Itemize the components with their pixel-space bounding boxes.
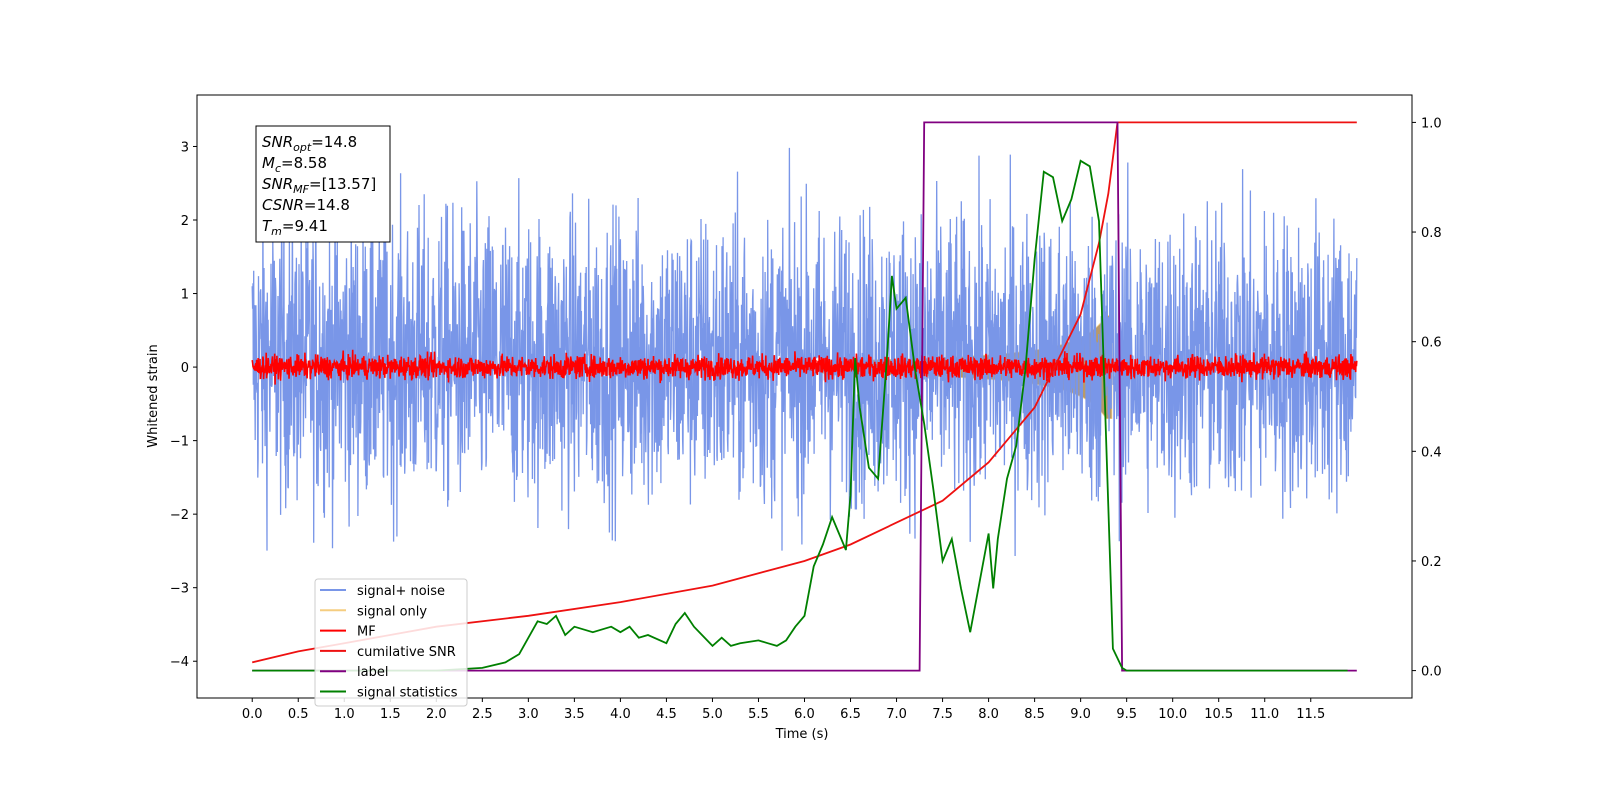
x-tick-label: 7.5 [932,707,953,722]
legend: signal+ noise signal only MF cumilative SNR… [314,578,468,707]
x-tick-label: 4.0 [610,707,631,722]
y-tick-label: −4 [170,655,189,670]
x-tick-label: 2.5 [472,707,493,722]
x-tick-label: 7.0 [886,707,907,722]
y-tick-label: 0 [181,361,189,376]
x-tick-label: 11.5 [1296,707,1325,722]
y2-tick-label: 0.0 [1421,665,1442,680]
x-tick-label: 9.5 [1116,707,1137,722]
y-axis-left: 3 2 1 0 −1 −2 −3 −4 [170,140,197,670]
y2-tick-label: 0.6 [1421,336,1442,351]
annotation-line: Mc=8.58 [262,154,327,175]
series-mf [251,349,1358,385]
legend-label: signal statistics [357,686,458,701]
x-tick-label: 6.5 [840,707,861,722]
annotation-line: SNRopt=14.8 [262,133,357,154]
legend-frame [314,578,468,707]
annotation-box: SNRopt=14.8Mc=8.58SNRMF=[13.57]CSNR=14.8… [255,125,391,243]
annotation-line: CSNR=14.8 [262,196,350,214]
x-tick-label: 3.5 [564,707,585,722]
series-signal-noise [251,147,1358,557]
y-tick-label: −2 [170,508,189,523]
x-tick-label: 8.0 [978,707,999,722]
y-tick-label: −3 [170,582,189,597]
y-axis-right: 1.0 0.8 0.6 0.4 0.2 0.0 [1412,116,1442,680]
y2-tick-label: 1.0 [1421,116,1442,131]
legend-label: MF [357,625,376,640]
x-tick-label: 0.5 [288,707,309,722]
legend-label: label [357,665,388,680]
legend-label: signal only [357,604,427,619]
x-tick-label: 3.0 [518,707,539,722]
x-tick-label: 5.0 [702,707,723,722]
y-tick-label: −1 [170,435,189,450]
x-tick-label: 10.5 [1204,707,1233,722]
x-tick-label: 5.5 [748,707,769,722]
x-axis-label: Time (s) [775,727,829,742]
x-tick-label: 9.0 [1070,707,1091,722]
y2-tick-label: 0.2 [1421,555,1442,570]
y-tick-label: 3 [181,140,189,155]
annotation-line: SNRMF=[13.57] [262,175,376,196]
x-axis: 0.0 0.5 1.0 1.5 2.0 2.5 3.0 3.5 4.0 4.5 5.0 5.5 6.0 6… [242,698,1325,722]
x-tick-label: 6.0 [794,707,815,722]
annotation-line: Tm=9.41 [262,217,328,238]
y-axis-label: Whitened strain [146,344,161,447]
x-tick-label: 2.0 [426,707,447,722]
x-tick-label: 11.0 [1250,707,1279,722]
legend-label: cumilative SNR [357,645,456,660]
y-tick-label: 1 [181,288,189,303]
series-signal-statistics [252,159,1348,672]
x-tick-label: 0.0 [242,707,263,722]
x-tick-label: 1.5 [380,707,401,722]
annotation-frame [255,125,391,243]
x-tick-label: 1.0 [334,707,355,722]
legend-label: signal+ noise [357,584,445,599]
y-tick-label: 2 [181,214,189,229]
x-tick-label: 4.5 [656,707,677,722]
y2-tick-label: 0.4 [1421,445,1442,460]
x-tick-label: 10.0 [1158,707,1187,722]
noise-layer [251,147,1358,557]
x-tick-label: 8.5 [1024,707,1045,722]
y2-tick-label: 0.8 [1421,226,1442,241]
